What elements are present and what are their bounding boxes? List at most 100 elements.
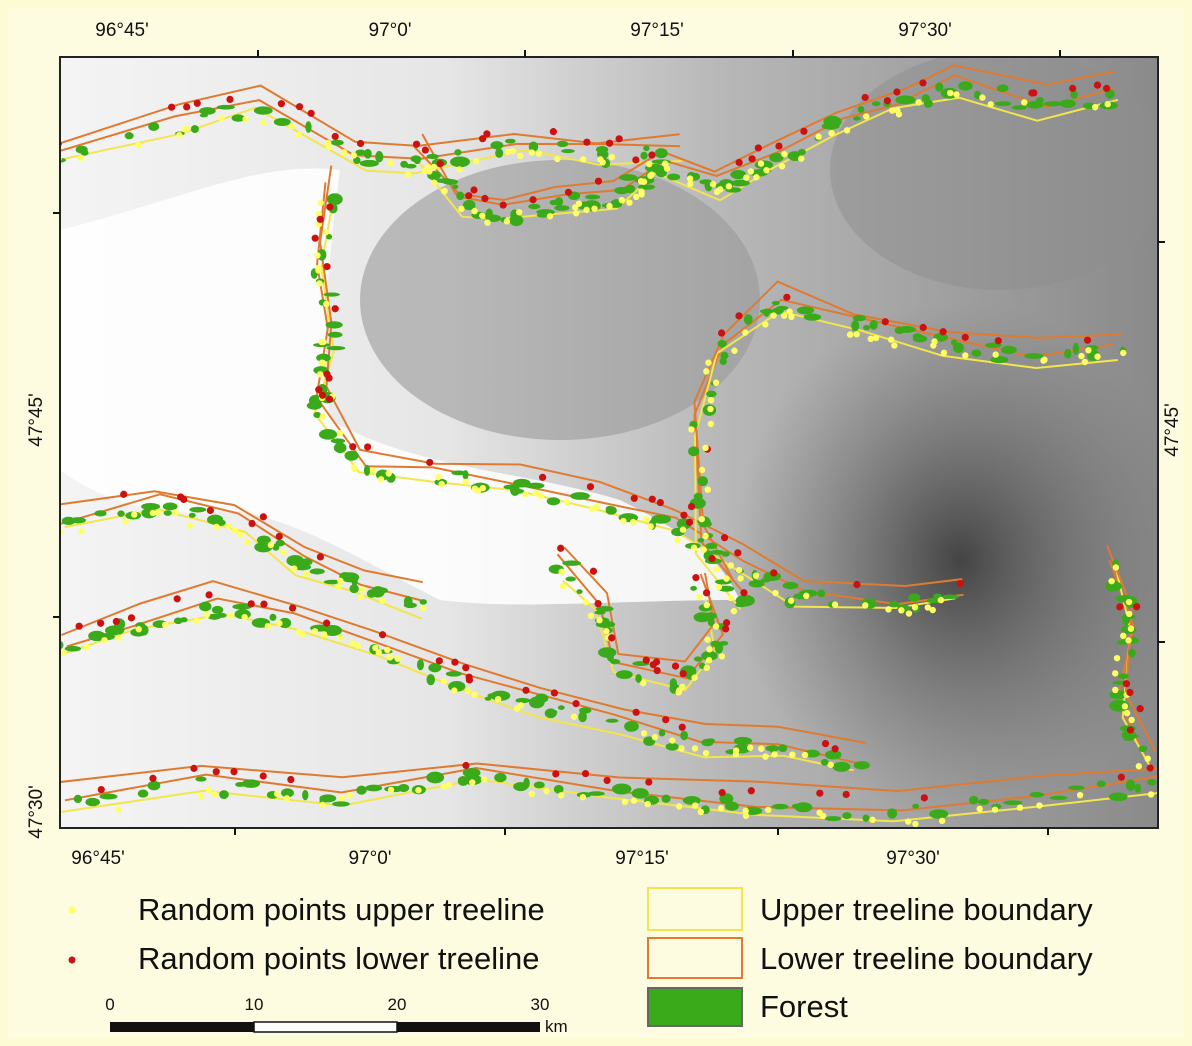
upper-point xyxy=(691,674,697,680)
forest-patch xyxy=(398,784,409,792)
forest-patch xyxy=(138,790,149,798)
lower-point xyxy=(995,337,1002,344)
upper-point xyxy=(319,359,325,365)
upper-point xyxy=(620,518,626,524)
upper-point xyxy=(862,602,868,608)
lower-point xyxy=(962,334,969,341)
upper-point xyxy=(1105,101,1111,107)
lower-point xyxy=(843,791,850,798)
forest-patch xyxy=(163,502,178,510)
lower-point xyxy=(326,396,333,403)
lower-point xyxy=(632,156,639,163)
upper-point xyxy=(291,565,297,571)
upper-point xyxy=(420,605,426,611)
forest-patch xyxy=(624,721,639,732)
forest-patch xyxy=(562,560,581,565)
lower-point xyxy=(1123,680,1130,687)
scale-segment xyxy=(254,1022,397,1032)
lower-point xyxy=(703,589,710,596)
upper-point xyxy=(316,280,322,286)
upper-point xyxy=(939,818,945,824)
upper-point xyxy=(916,99,922,105)
lower-point xyxy=(734,549,741,556)
upper-point xyxy=(679,684,685,690)
upper-point xyxy=(641,179,647,185)
upper-point xyxy=(315,265,321,271)
upper-point xyxy=(265,623,271,629)
forest-patch xyxy=(148,781,161,791)
upper-point xyxy=(762,321,768,327)
upper-point xyxy=(358,594,364,600)
upper-point xyxy=(284,795,290,801)
upper-point xyxy=(992,806,998,812)
forest-patch xyxy=(490,141,503,149)
forest-patch xyxy=(547,497,560,505)
upper-point xyxy=(78,528,84,534)
bottom-coordinate-label: 97°15' xyxy=(615,848,669,869)
lower-point xyxy=(413,141,420,148)
forest-patch xyxy=(450,156,470,167)
forest-patch xyxy=(818,590,826,598)
upper-point xyxy=(696,594,702,600)
upper-point xyxy=(554,156,560,162)
upper-point xyxy=(976,806,982,812)
forest-patch xyxy=(454,149,461,155)
upper-point xyxy=(588,613,594,619)
forest-patch xyxy=(978,799,989,805)
upper-point xyxy=(687,181,693,187)
lower-point xyxy=(550,128,557,135)
forest-patch xyxy=(242,779,260,788)
forest-patch xyxy=(319,429,337,440)
upper-point xyxy=(465,688,471,694)
upper-point xyxy=(953,91,959,97)
upper-point xyxy=(1120,350,1126,356)
upper-point xyxy=(1128,625,1134,631)
upper-point xyxy=(337,634,343,640)
upper-point xyxy=(707,406,713,412)
lower-point xyxy=(483,130,490,137)
upper-point xyxy=(451,687,457,693)
upper-point xyxy=(538,493,544,499)
lower-point xyxy=(919,79,926,86)
lower-point xyxy=(649,496,656,503)
forest-patch xyxy=(274,118,291,126)
upper-point xyxy=(312,628,318,634)
upper-point xyxy=(747,745,753,751)
upper-point xyxy=(115,806,121,812)
forest-patch xyxy=(328,332,343,338)
lower-point xyxy=(97,620,104,627)
legend-label: Random points lower treeline xyxy=(138,941,540,976)
forest-patch xyxy=(558,705,565,710)
lower-point xyxy=(650,661,657,668)
upper-point xyxy=(603,628,609,634)
lower-point xyxy=(120,491,127,498)
lower-point xyxy=(332,133,339,140)
upper-point xyxy=(820,813,826,819)
upper-point xyxy=(576,201,582,207)
forest-patch xyxy=(1118,673,1129,679)
upper-point xyxy=(349,640,355,646)
lower-point xyxy=(1103,85,1110,92)
upper-point xyxy=(905,818,911,824)
upper-point xyxy=(274,791,280,797)
lower-point xyxy=(1030,89,1037,96)
forest-patch xyxy=(269,614,276,621)
upper-point xyxy=(446,782,452,788)
lower-point xyxy=(465,192,472,199)
lower-point xyxy=(1116,603,1123,610)
scale-label: 30 xyxy=(531,995,550,1014)
upper-point xyxy=(338,795,344,801)
upper-point xyxy=(706,646,712,652)
upper-point xyxy=(319,802,325,808)
forest-patch xyxy=(913,335,927,342)
forest-patch xyxy=(725,802,739,811)
lower-point xyxy=(921,794,928,801)
lower-point xyxy=(1084,337,1091,344)
lower-point xyxy=(643,657,650,664)
lower-point xyxy=(1126,689,1133,696)
forest-patch xyxy=(426,154,438,159)
upper-point xyxy=(198,793,204,799)
forest-patch xyxy=(1097,780,1106,787)
upper-point xyxy=(60,649,66,655)
upper-point xyxy=(1077,792,1083,798)
